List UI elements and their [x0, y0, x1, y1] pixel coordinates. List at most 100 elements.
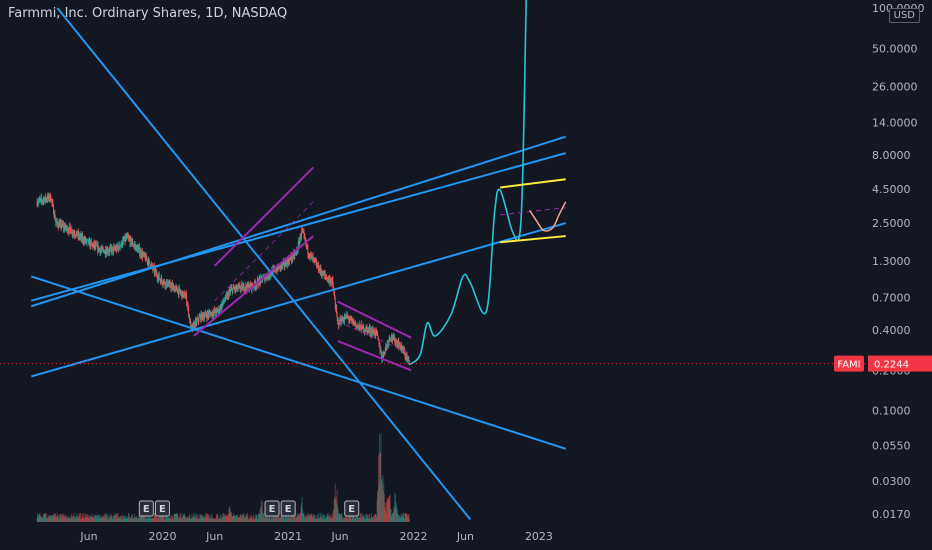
- candle-body: [328, 277, 329, 281]
- volume-bar: [291, 513, 293, 522]
- earnings-marker-box: [138, 500, 154, 517]
- price-axis[interactable]: 100.000050.000026.000014.00008.00004.500…: [866, 0, 932, 550]
- candle-body: [258, 284, 260, 286]
- candle-body: [179, 289, 181, 292]
- candle-body: [81, 235, 83, 239]
- earnings-marker[interactable]: E: [264, 500, 280, 517]
- volume-bar: [238, 516, 240, 522]
- volume-bar: [120, 519, 122, 522]
- volume-bar: [209, 514, 211, 522]
- earnings-marker[interactable]: E: [138, 500, 154, 517]
- earnings-marker[interactable]: E: [344, 500, 360, 517]
- volume-bar: [152, 518, 154, 522]
- volume-bar: [58, 514, 60, 522]
- volume-bar: [181, 517, 183, 522]
- volume-bar: [310, 515, 312, 522]
- volume-bar: [344, 517, 346, 522]
- volume-bar: [353, 516, 355, 522]
- volume-bar: [385, 513, 387, 522]
- time-tick-label: Jun: [79, 530, 97, 543]
- volume-bar: [161, 515, 163, 522]
- candle-body: [356, 324, 357, 326]
- candle-body: [198, 317, 200, 322]
- candle-body: [316, 264, 318, 267]
- volume-bar: [224, 513, 226, 522]
- volume-bar: [102, 516, 104, 522]
- candle-body: [366, 327, 368, 330]
- volume-bar: [311, 513, 313, 522]
- candle-body: [211, 312, 213, 316]
- candle-body: [289, 258, 290, 263]
- candle-body: [398, 342, 400, 348]
- volume-bar: [187, 517, 189, 522]
- volume-bar: [213, 519, 215, 522]
- volume-bar: [69, 517, 71, 522]
- volume-bar: [264, 517, 266, 522]
- candle-body: [289, 258, 291, 260]
- volume-bar: [382, 474, 384, 522]
- volume-bar: [250, 518, 252, 522]
- candle-body: [129, 239, 131, 244]
- volume-bar: [190, 518, 192, 522]
- candle-body: [408, 360, 410, 363]
- candle-body: [387, 342, 389, 344]
- volume-bar: [39, 516, 41, 522]
- candle-body: [238, 285, 240, 287]
- volume-bar: [66, 515, 68, 522]
- volume-bar: [364, 518, 366, 522]
- time-tick-label: Jun: [205, 530, 223, 543]
- candle-body: [279, 265, 281, 267]
- volume-bar: [146, 519, 148, 522]
- candle-body: [250, 283, 252, 288]
- candle-body: [321, 274, 323, 276]
- candle-body: [235, 286, 237, 290]
- candle-body: [288, 261, 290, 263]
- volume-bar: [286, 514, 288, 522]
- candle-body: [194, 321, 196, 328]
- volume-bar: [232, 515, 234, 522]
- price-tick-label: 0.0170: [872, 508, 911, 521]
- earnings-marker[interactable]: E: [154, 500, 170, 517]
- volume-bar: [165, 514, 167, 522]
- volume-bar: [82, 513, 84, 522]
- candle-body: [329, 278, 330, 280]
- currency-badge[interactable]: USD: [888, 8, 920, 23]
- candle-body: [216, 309, 218, 311]
- candle-body: [297, 249, 299, 252]
- candle-body: [78, 234, 80, 237]
- candle-body: [107, 251, 109, 253]
- time-axis[interactable]: Jun 2020 Jun 2021 Jun 2022 Jun 2023: [79, 530, 553, 543]
- volume-bar: [271, 517, 273, 522]
- candle-body: [360, 326, 362, 331]
- candle-body: [276, 269, 277, 272]
- candle-body: [384, 352, 386, 354]
- volume-bar: [87, 514, 89, 522]
- volume-bar: [395, 504, 397, 522]
- earnings-marker[interactable]: E: [280, 500, 296, 517]
- candle-body: [364, 330, 365, 332]
- volume-bar: [270, 516, 272, 522]
- candle-body: [59, 222, 61, 224]
- volume-bar: [394, 494, 396, 522]
- candle-body: [92, 244, 94, 248]
- candle-body: [161, 280, 163, 284]
- earnings-marker-label: E: [285, 504, 292, 515]
- volume-bar: [242, 514, 244, 522]
- candle-body: [390, 338, 392, 340]
- volume-bar: [248, 519, 250, 522]
- candle-body: [238, 285, 239, 287]
- volume-bar: [148, 518, 150, 522]
- candle-body: [75, 233, 77, 236]
- candle-body: [229, 290, 230, 293]
- candle-body: [242, 286, 244, 290]
- volume-bar: [198, 519, 200, 522]
- candle-body: [323, 272, 325, 276]
- candle-body: [90, 241, 92, 247]
- time-tick-label: 2022: [400, 530, 428, 543]
- drawings[interactable]: [30, 0, 567, 521]
- volume-bar: [363, 515, 365, 522]
- candle-body: [96, 244, 98, 247]
- volume-bar: [221, 517, 223, 522]
